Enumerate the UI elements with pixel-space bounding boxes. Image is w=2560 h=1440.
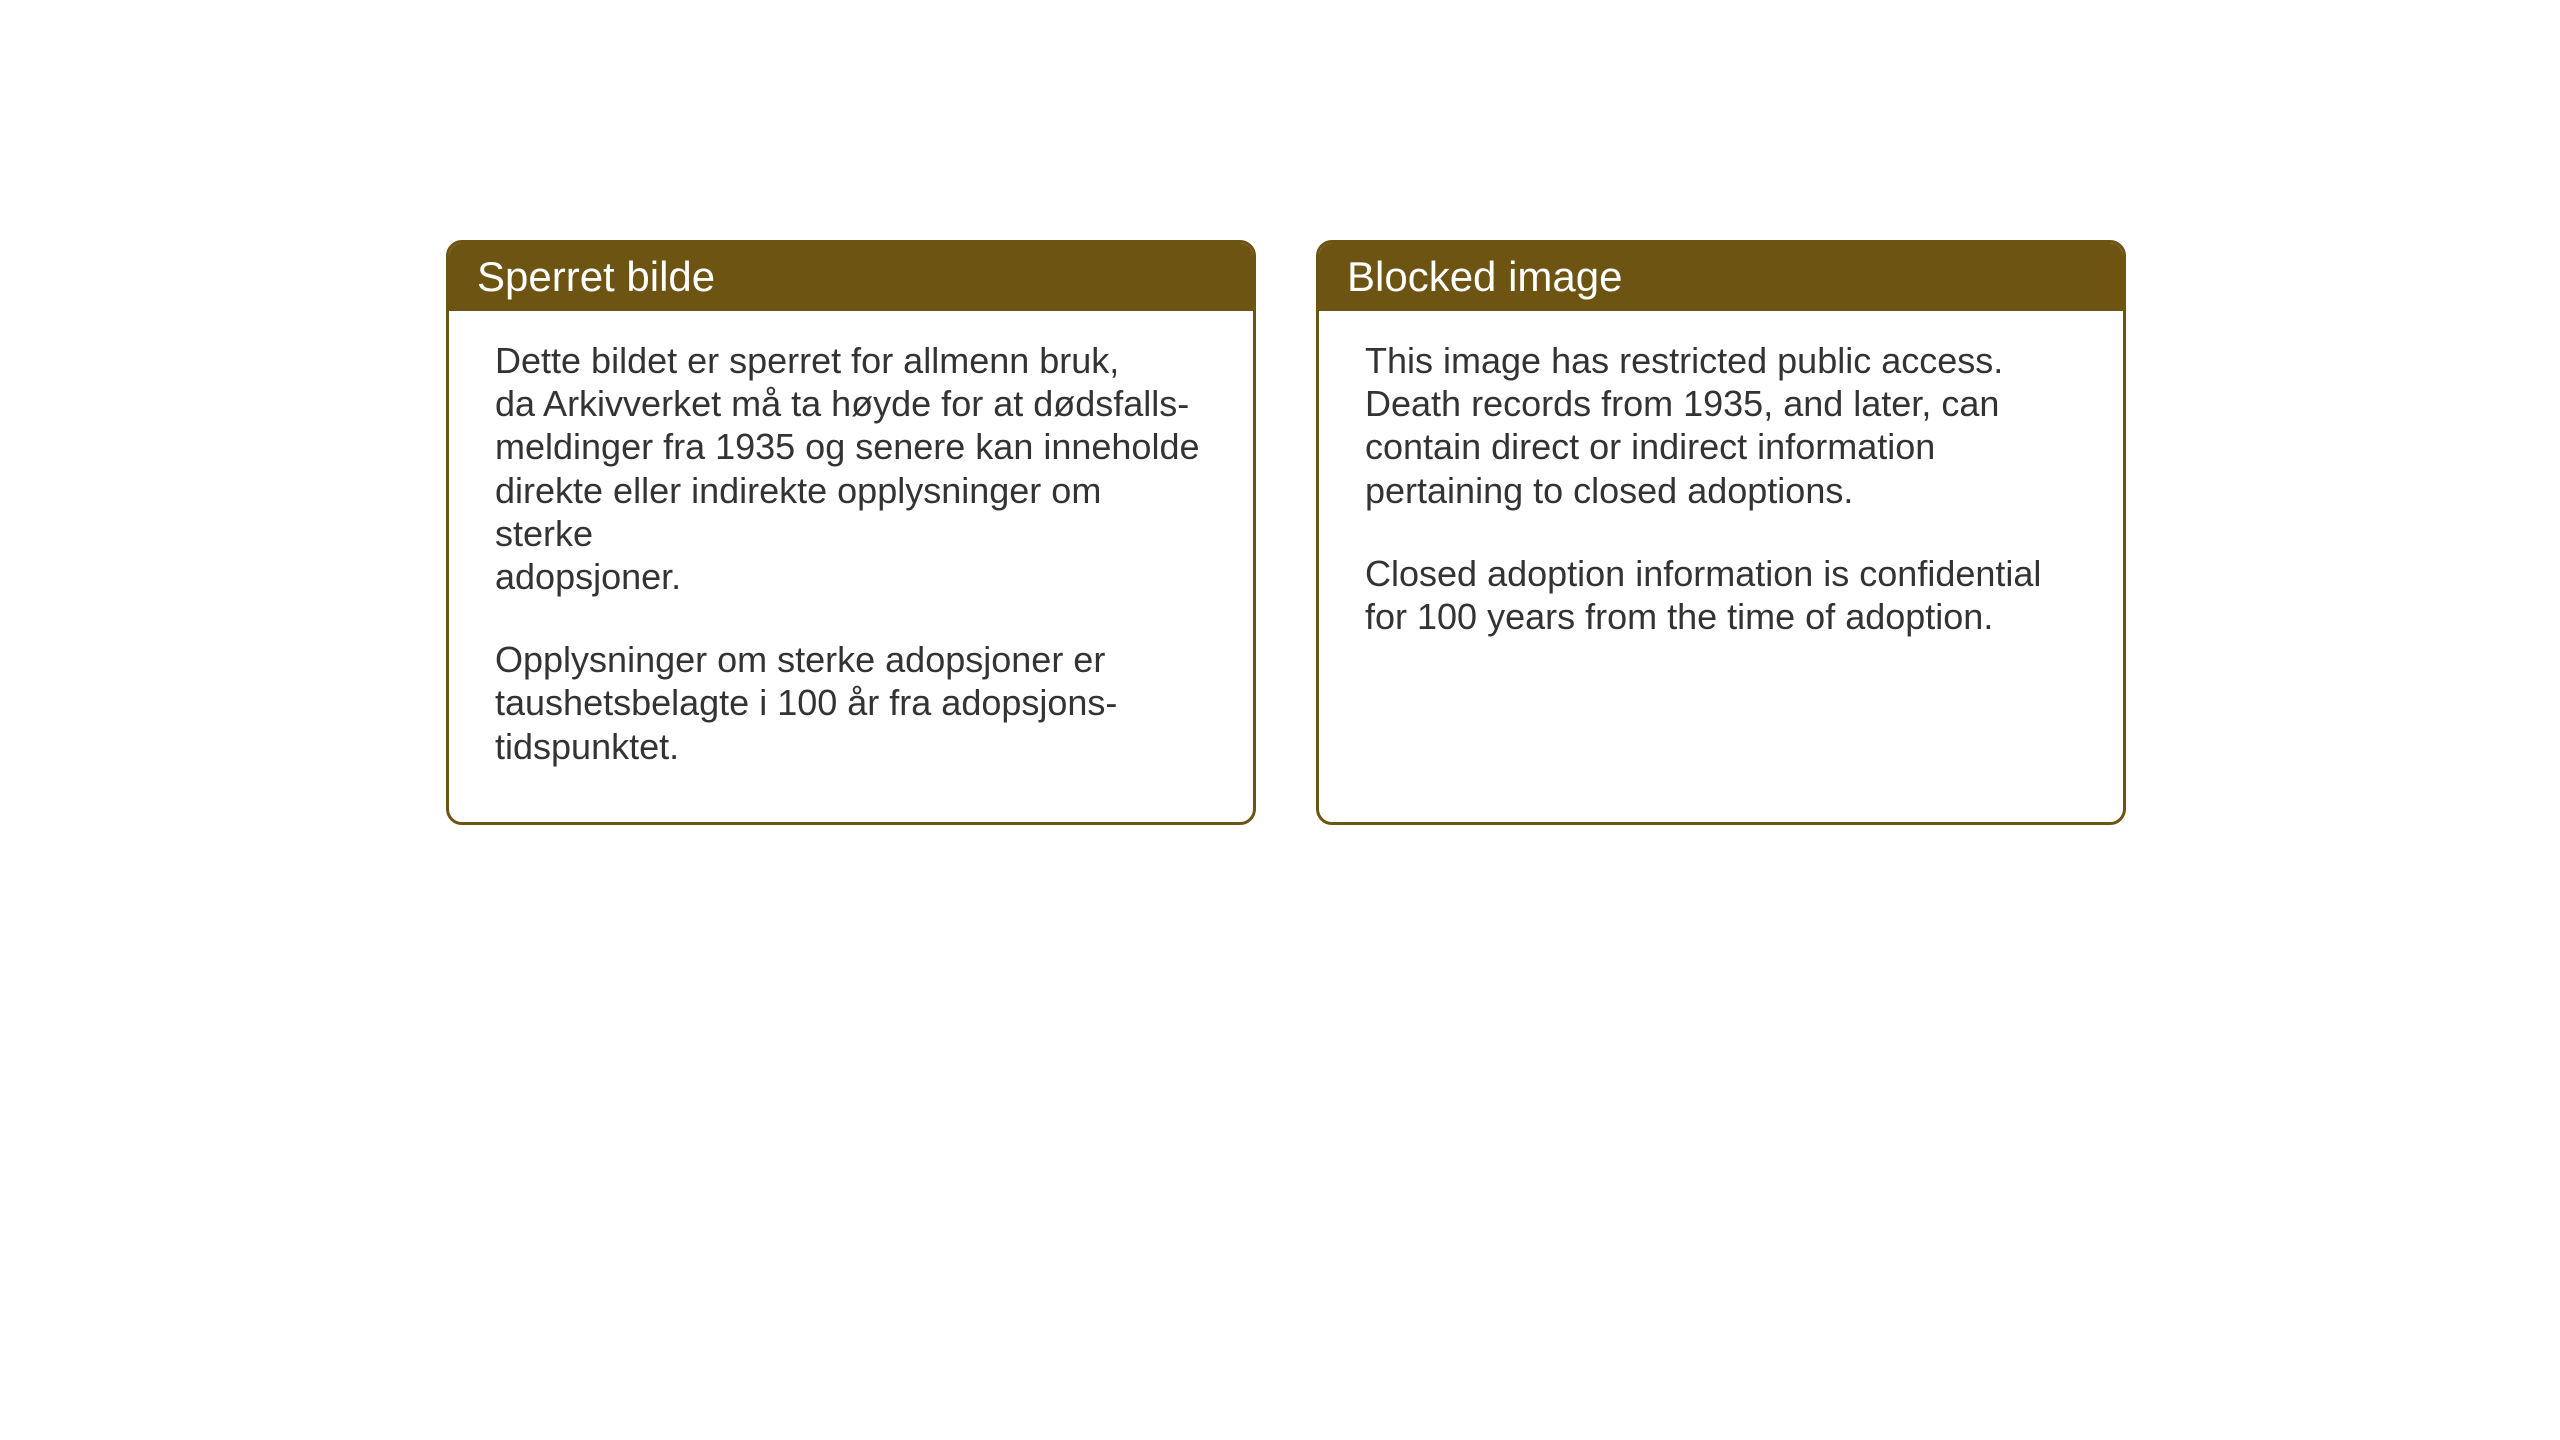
card-norwegian: Sperret bilde Dette bildet er sperret fo… xyxy=(446,240,1256,825)
paragraph-text: Opplysninger om sterke adopsjoner er tau… xyxy=(495,638,1207,768)
paragraph-text: Closed adoption information is confident… xyxy=(1365,552,2077,638)
paragraph-text: This image has restricted public access.… xyxy=(1365,339,2077,512)
cards-container: Sperret bilde Dette bildet er sperret fo… xyxy=(446,240,2126,825)
card-title: Blocked image xyxy=(1347,253,1622,300)
paragraph-text: Dette bildet er sperret for allmenn bruk… xyxy=(495,339,1207,598)
card-body-norwegian: Dette bildet er sperret for allmenn bruk… xyxy=(449,311,1253,822)
card-body-english: This image has restricted public access.… xyxy=(1319,311,2123,692)
card-english: Blocked image This image has restricted … xyxy=(1316,240,2126,825)
card-title: Sperret bilde xyxy=(477,253,715,300)
card-header-english: Blocked image xyxy=(1319,243,2123,311)
card-header-norwegian: Sperret bilde xyxy=(449,243,1253,311)
